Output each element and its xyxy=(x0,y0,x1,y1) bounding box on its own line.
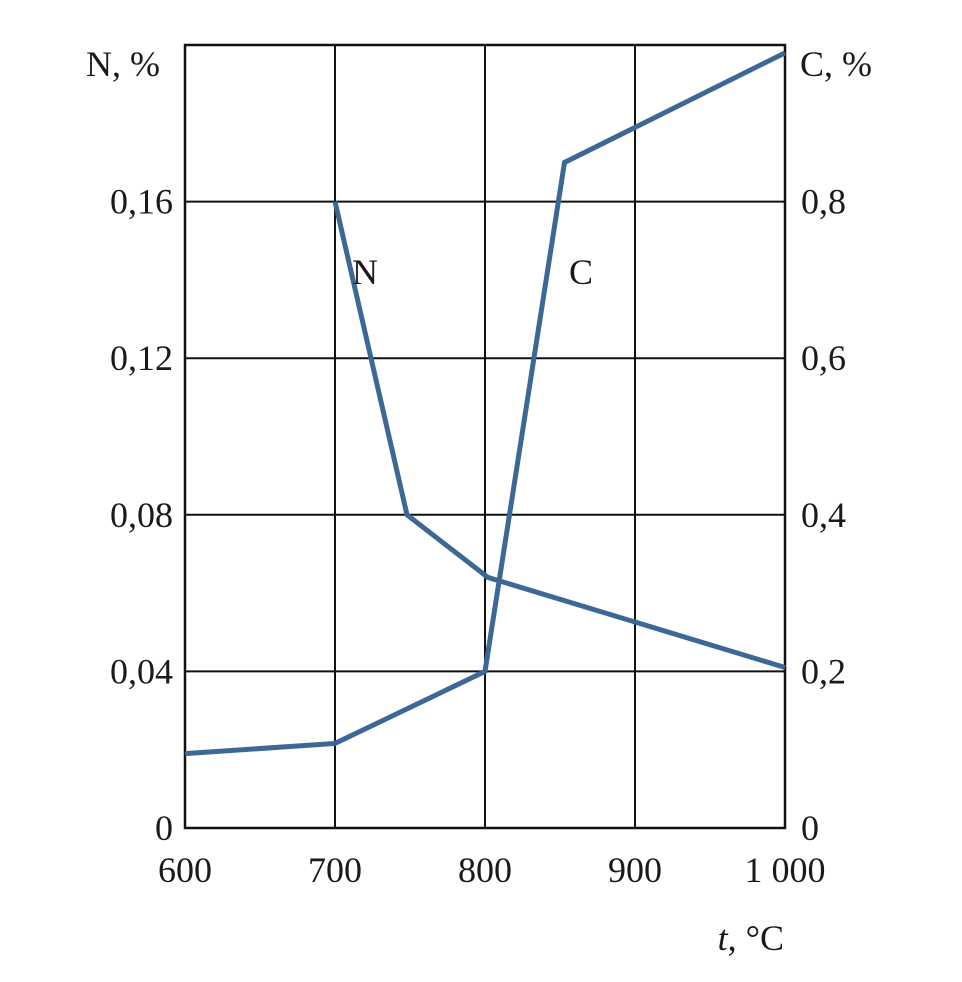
x-axis-title: t, °C xyxy=(718,918,784,958)
y-left-tick-label: 0,08 xyxy=(110,495,173,535)
y-right-tick-label: 0,6 xyxy=(801,338,846,378)
x-tick-label: 800 xyxy=(458,850,512,890)
x-tick-label: 700 xyxy=(308,850,362,890)
x-tick-label: 900 xyxy=(608,850,662,890)
y-left-tick-label: 0,16 xyxy=(110,182,173,222)
x-axis-variable: t xyxy=(718,918,729,958)
y-right-axis-title: C, % xyxy=(800,44,872,84)
series-layer xyxy=(184,50,787,757)
x-tick-label: 600 xyxy=(158,850,212,890)
y-left-axis-title: N, % xyxy=(86,44,160,84)
x-tick-label: 1 000 xyxy=(745,850,826,890)
series-label-c: C xyxy=(569,252,593,292)
grid xyxy=(184,45,786,829)
y-left-tick-label: 0,04 xyxy=(110,651,173,691)
series-line-n xyxy=(332,201,786,670)
y-right-tick-label: 0,2 xyxy=(801,651,846,691)
series-line-c xyxy=(184,50,787,757)
plot-frame xyxy=(183,43,787,830)
y-right-tick-label: 0,8 xyxy=(801,182,846,222)
y-right-tick-label: 0 xyxy=(801,808,819,848)
y-left-tick-label: 0,12 xyxy=(110,338,173,378)
series-label-n: N xyxy=(352,252,378,292)
x-axis-unit: , °C xyxy=(728,918,784,958)
y-left-tick-label: 0 xyxy=(155,808,173,848)
tick-labels: 600 700 800 900 1 00000,040,080,120,1600,20,… xyxy=(110,182,846,890)
y-right-tick-label: 0,4 xyxy=(801,495,846,535)
